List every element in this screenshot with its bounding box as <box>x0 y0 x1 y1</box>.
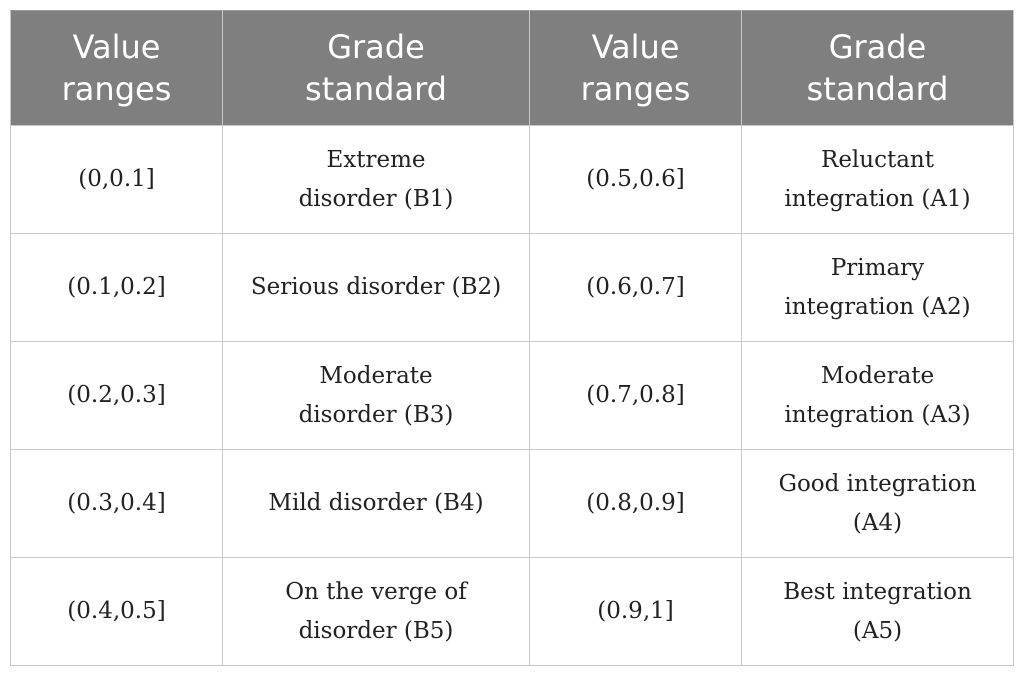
table-row: (0.2,0.3] Moderate disorder (B3) (0.7,0.… <box>10 341 1014 450</box>
header-label: Grade standard <box>806 28 949 108</box>
header-label: Value ranges <box>580 28 691 108</box>
grade-cell: Extreme disorder (B1) <box>222 125 530 234</box>
grade-standard-table-container: Value ranges Grade standard Value ranges… <box>10 10 1014 666</box>
grade-cell: Reluctant integration (A1) <box>741 125 1014 234</box>
grade-cell: Best integration (A5) <box>741 557 1014 666</box>
header-grade-standard-2: Grade standard <box>741 10 1014 126</box>
value-range-cell: (0.9,1] <box>529 557 742 666</box>
table-row: (0.3,0.4] Mild disorder (B4) (0.8,0.9] G… <box>10 449 1014 558</box>
value-range-cell: (0.4,0.5] <box>10 557 223 666</box>
header-value-ranges-2: Value ranges <box>529 10 742 126</box>
value-range-cell: (0.3,0.4] <box>10 449 223 558</box>
grade-cell: Moderate integration (A3) <box>741 341 1014 450</box>
header-label: Grade standard <box>305 28 447 108</box>
value-range-cell: (0,0.1] <box>10 125 223 234</box>
table-row: (0.4,0.5] On the verge of disorder (B5) … <box>10 557 1014 666</box>
value-range-cell: (0.6,0.7] <box>529 233 742 342</box>
header-value-ranges-1: Value ranges <box>10 10 223 126</box>
value-range-cell: (0.2,0.3] <box>10 341 223 450</box>
header-label: Value ranges <box>61 28 172 108</box>
value-range-cell: (0.8,0.9] <box>529 449 742 558</box>
grade-cell: Primary integration (A2) <box>741 233 1014 342</box>
grade-cell: Good integration (A4) <box>741 449 1014 558</box>
grade-cell: Serious disorder (B2) <box>222 233 530 342</box>
grade-cell: Mild disorder (B4) <box>222 449 530 558</box>
value-range-cell: (0.7,0.8] <box>529 341 742 450</box>
grade-cell: On the verge of disorder (B5) <box>222 557 530 666</box>
value-range-cell: (0.1,0.2] <box>10 233 223 342</box>
header-grade-standard-1: Grade standard <box>222 10 530 126</box>
table-header-row: Value ranges Grade standard Value ranges… <box>10 10 1014 126</box>
grade-cell: Moderate disorder (B3) <box>222 341 530 450</box>
value-range-cell: (0.5,0.6] <box>529 125 742 234</box>
grade-standard-table: Value ranges Grade standard Value ranges… <box>10 10 1014 666</box>
table-row: (0,0.1] Extreme disorder (B1) (0.5,0.6] … <box>10 125 1014 234</box>
table-row: (0.1,0.2] Serious disorder (B2) (0.6,0.7… <box>10 233 1014 342</box>
